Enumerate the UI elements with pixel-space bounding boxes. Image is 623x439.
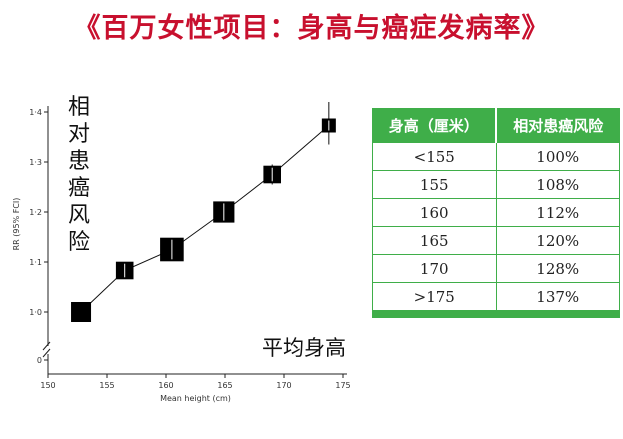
x-tick-label: 175 bbox=[335, 381, 350, 390]
table-cell-height: >175 bbox=[372, 282, 497, 312]
table-cell-risk: 120% bbox=[495, 226, 620, 255]
table-row: 160 112% bbox=[372, 198, 620, 227]
x-tick-label: 155 bbox=[99, 381, 114, 390]
x-axis-label-cn: 平均身高 bbox=[262, 336, 346, 360]
page-title: 《百万女性项目：身高与癌症发病率》 bbox=[73, 13, 550, 44]
series-line bbox=[80, 125, 330, 313]
y-tick-label: 0 bbox=[37, 356, 42, 365]
y-tick-label: 1·2 bbox=[29, 208, 42, 217]
table-header-height: 身高（厘米） bbox=[372, 108, 497, 143]
table-cell-height: 165 bbox=[372, 226, 497, 255]
y-tick-label: 1·4 bbox=[29, 108, 42, 117]
table-cell-risk: 112% bbox=[495, 198, 620, 227]
chart-axes: 0 1·0 1·1 1·2 1·3 1·4 150 155 160 165 170 175 Mean h… bbox=[12, 106, 351, 403]
x-axis-label: Mean height (cm) bbox=[160, 394, 231, 403]
table-cell-height: 170 bbox=[372, 254, 497, 283]
table-row: 170 128% bbox=[372, 254, 620, 283]
chart-marks bbox=[71, 102, 336, 322]
axis-break-mark bbox=[42, 348, 51, 358]
y-tick-label: 1·3 bbox=[29, 158, 42, 167]
table-cell-height: 155 bbox=[372, 170, 497, 199]
table-header-risk: 相对患癌风险 bbox=[496, 108, 620, 143]
y-tick-label: 1·1 bbox=[29, 258, 42, 267]
table-cell-risk: 100% bbox=[495, 142, 620, 171]
x-tick-label: 165 bbox=[217, 381, 232, 390]
table-cell-risk: 108% bbox=[495, 170, 620, 199]
table-cell-risk: 137% bbox=[495, 282, 620, 312]
table-cell-risk: 128% bbox=[495, 254, 620, 283]
table-header-row: 身高（厘米） 相对患癌风险 bbox=[372, 108, 620, 143]
y-axis-label-cn: 相对患癌风险 bbox=[67, 95, 90, 255]
risk-chart: 0 1·0 1·1 1·2 1·3 1·4 150 155 160 165 170 175 Mean h… bbox=[12, 102, 351, 403]
table-row: <155 100% bbox=[372, 142, 620, 171]
x-tick-label: 160 bbox=[158, 381, 173, 390]
y-axis-label: RR (95% FCI) bbox=[12, 198, 21, 251]
table-row: >175 137% bbox=[372, 282, 620, 312]
table-row: 165 120% bbox=[372, 226, 620, 255]
x-tick-label: 150 bbox=[40, 381, 55, 390]
data-point bbox=[71, 302, 92, 322]
axis-break-mark bbox=[42, 341, 51, 351]
y-tick-label: 1·0 bbox=[29, 308, 42, 317]
x-tick-label: 170 bbox=[276, 381, 291, 390]
height-risk-table: 身高（厘米） 相对患癌风险 <155 100% 155 108% 160 112% 1… bbox=[372, 108, 620, 312]
table-cell-height: 160 bbox=[372, 198, 497, 227]
table-cell-height: <155 bbox=[372, 142, 497, 171]
table-row: 155 108% bbox=[372, 170, 620, 199]
